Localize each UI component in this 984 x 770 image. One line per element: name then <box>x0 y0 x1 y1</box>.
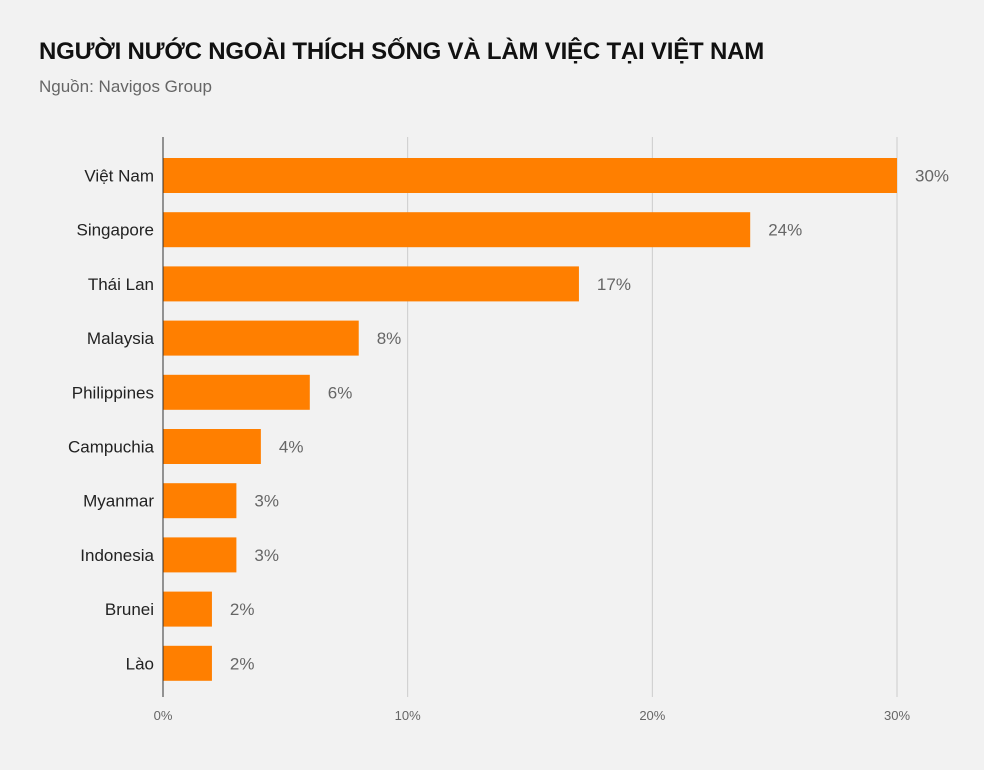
value-label: 30% <box>915 167 949 186</box>
labels: 0% 10% 20% 30% Việt Nam 30% Singapore 24% Thái L… <box>68 167 949 724</box>
category-label: Campuchia <box>68 438 155 457</box>
x-tick-label: 20% <box>639 708 665 723</box>
value-label: 24% <box>768 221 802 240</box>
bar <box>163 266 579 302</box>
value-label: 4% <box>279 438 304 457</box>
value-label: 8% <box>377 329 402 348</box>
bars <box>163 158 897 681</box>
bar <box>163 483 237 519</box>
category-label: Việt Nam <box>84 167 154 186</box>
bar <box>163 374 310 410</box>
x-tick-label: 10% <box>395 708 421 723</box>
category-label: Singapore <box>76 221 154 240</box>
value-label: 3% <box>254 492 279 511</box>
x-tick-label: 0% <box>154 708 173 723</box>
category-label: Thái Lan <box>88 275 154 294</box>
chart-subtitle: Nguồn: Navigos Group <box>39 77 212 96</box>
category-label: Philippines <box>72 383 154 402</box>
bar <box>163 591 212 627</box>
category-label: Indonesia <box>80 546 154 565</box>
category-label: Lào <box>126 654 154 673</box>
bar <box>163 158 897 193</box>
bar <box>163 645 212 681</box>
value-label: 2% <box>230 600 255 619</box>
bar <box>163 320 359 356</box>
chart-title: NGƯỜI NƯỚC NGOÀI THÍCH SỐNG VÀ LÀM VIỆC … <box>39 38 765 65</box>
x-tick-label: 30% <box>884 708 910 723</box>
bar <box>163 537 237 573</box>
bar <box>163 212 751 248</box>
value-label: 6% <box>328 383 353 402</box>
category-label: Brunei <box>105 600 154 619</box>
category-label: Myanmar <box>83 492 154 511</box>
category-label: Malaysia <box>87 329 155 348</box>
value-label: 2% <box>230 654 255 673</box>
value-label: 17% <box>597 275 631 294</box>
bar <box>163 429 261 464</box>
value-label: 3% <box>254 546 279 565</box>
